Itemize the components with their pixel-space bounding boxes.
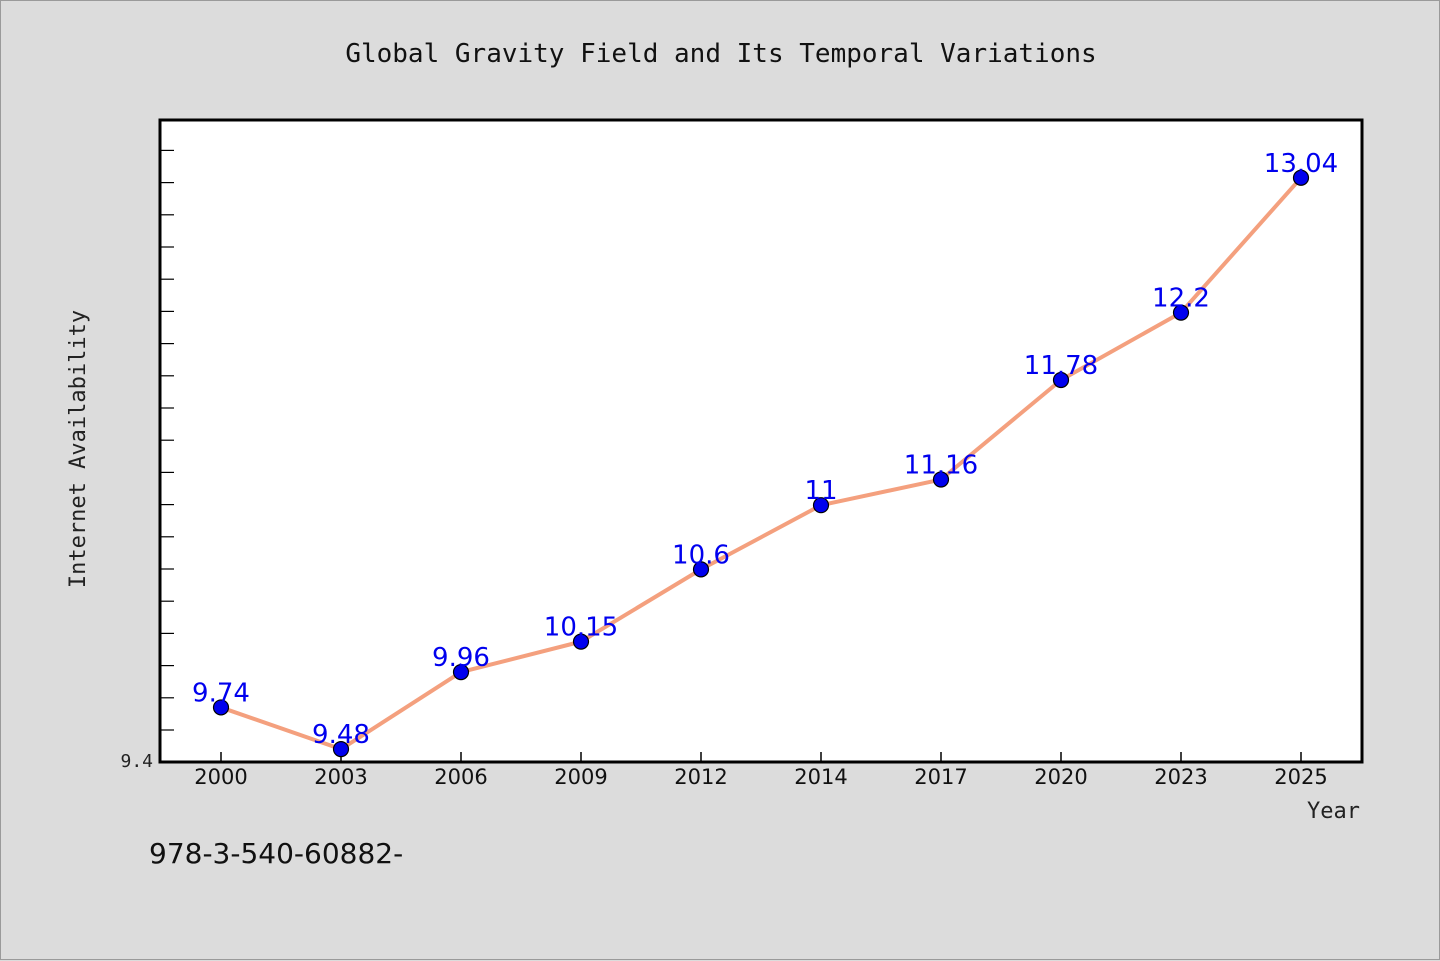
x-tick-label: 2014 [794,765,847,789]
data-point-marker [1052,371,1070,389]
data-point-marker [1292,169,1310,186]
x-tick-label: 2006 [434,765,487,789]
x-tick-label: 2003 [314,765,367,789]
series-line-group [212,169,1310,758]
x-tick-label: 2009 [554,765,607,789]
series-line [220,176,1303,752]
data-point-marker [1172,304,1190,321]
x-tick-label: 2000 [194,765,247,789]
data-point-marker [692,561,710,578]
x-tick-label: 2025 [1274,765,1327,789]
x-tick-labels: 2000 2003 2006 2009 2012 2014 2017 2020 2023 2025 [194,765,1327,789]
plot-area [158,118,1364,764]
y-axis-ticks [160,149,174,731]
data-point-marker [332,741,350,758]
x-tick-label: 2017 [914,765,967,789]
x-tick-label: 2020 [1034,765,1087,789]
chart-title: Global Gravity Field and Its Temporal Va… [345,39,1096,69]
data-point-marker [932,471,950,488]
data-label: 13.04 [1264,149,1338,179]
x-axis-ticks [220,752,1302,762]
x-tick-label: 2012 [674,765,727,789]
data-label: 11.78 [1024,351,1098,381]
data-label: 12.2 [1152,284,1210,314]
y-axis-min-label: 9.4 [120,751,153,772]
data-point-marker [812,497,830,514]
data-label: 9.74 [192,678,250,708]
data-point-marker [212,699,230,716]
data-point-marker [452,664,470,681]
data-label: 11.16 [904,451,978,481]
data-label: 10.15 [544,613,618,643]
data-label: 9.48 [312,720,370,750]
x-axis-title: Year [1307,799,1360,824]
data-labels-group: 9.74 9.48 9.96 10.15 10.6 11 11.16 11.78 12.2 13.… [192,149,1338,750]
x-tick-label: 2023 [1154,765,1207,789]
y-axis-title: Internet Availability [66,310,91,588]
footer-note: 978-3-540-60882- [149,837,403,870]
data-label: 10.6 [672,540,730,570]
data-label: 9.96 [432,643,490,673]
data-label: 11 [804,476,837,506]
data-point-marker [572,633,590,650]
